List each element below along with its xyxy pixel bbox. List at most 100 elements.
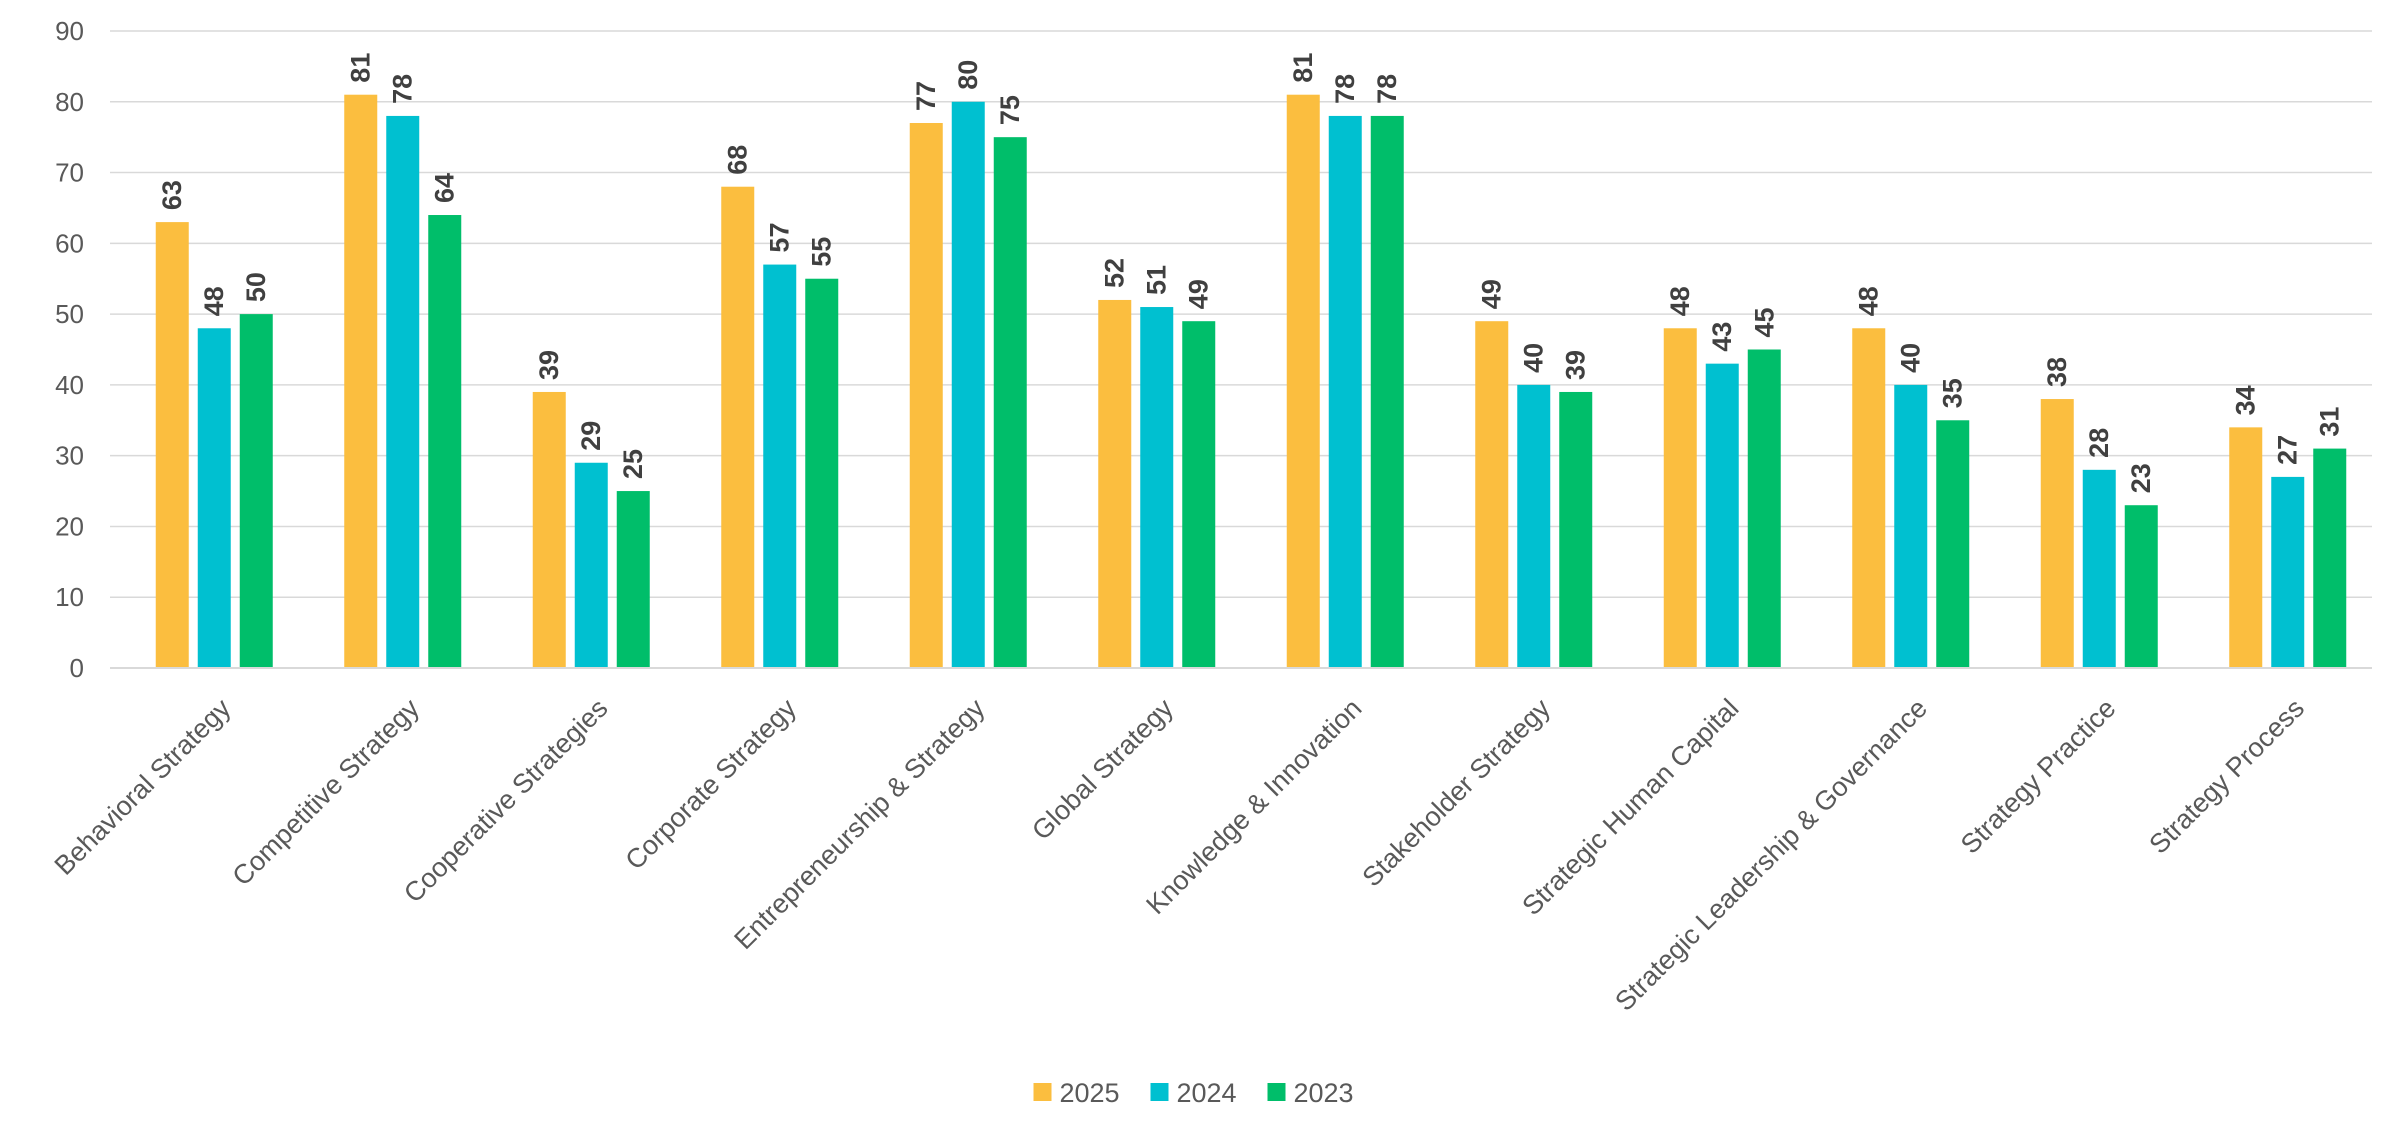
bar-2024-6 [1328,115,1362,668]
bar-2023-5 [1182,321,1216,668]
bar-2023-4 [993,137,1027,668]
data-label-2023-10: 23 [2126,463,2156,493]
category-label: Strategic Human Capital [1516,693,1744,921]
data-label-2023-8: 45 [1749,307,1779,337]
category-label: Knowledge & Innovation [1140,693,1367,920]
category-label: Strategy Process [2143,693,2310,860]
legend-item-2023: 2023 [1267,1078,1354,1108]
bar-2025-11 [2229,427,2263,668]
legend-item-2024: 2024 [1150,1078,1237,1108]
bar-2025-4 [909,123,943,668]
data-label-2024-11: 27 [2273,435,2303,465]
data-label-2024-5: 51 [1142,265,1172,295]
bar-2025-2 [532,391,566,668]
data-label-2025-11: 34 [2231,385,2261,415]
data-label-2025-5: 52 [1100,258,1130,288]
data-label-2025-6: 81 [1288,53,1318,83]
bar-2023-7 [1559,391,1593,668]
data-label-2025-7: 49 [1477,279,1507,309]
bars [155,94,2347,669]
legend-swatch-2024 [1150,1083,1169,1101]
y-axis-ticks: 0 10 20 30 40 50 60 70 80 90 [55,16,84,683]
legend-label-2023: 2023 [1294,1078,1354,1108]
bar-2024-4 [951,101,985,669]
bar-2024-11 [2271,476,2305,668]
bar-2025-0 [155,222,189,668]
bar-2024-9 [1894,384,1928,668]
y-tick-label: 90 [55,16,84,46]
y-tick-label: 20 [55,511,84,541]
bar-2023-2 [616,491,650,668]
data-label-2025-0: 63 [157,180,187,210]
category-label: Strategic Leadership & Governance [1609,693,1933,1017]
bar-2025-5 [1098,299,1132,668]
data-label-2024-2: 29 [576,421,606,451]
data-label-2023-7: 39 [1561,350,1591,380]
bar-2024-8 [1705,363,1739,668]
data-label-2024-7: 40 [1519,343,1549,373]
bar-2024-0 [197,328,231,668]
data-label-2023-11: 31 [2315,407,2345,437]
category-label: Strategy Practice [1955,693,2122,860]
category-label: Behavioral Strategy [49,693,237,881]
bar-2024-7 [1517,384,1551,668]
y-tick-label: 50 [55,299,84,329]
legend-swatch-2023 [1267,1083,1286,1101]
bar-2024-3 [763,264,797,668]
y-tick-label: 40 [55,370,84,400]
category-label: Stakeholder Strategy [1356,693,1556,893]
y-tick-label: 0 [70,653,84,683]
y-tick-label: 30 [55,441,84,471]
data-label-2025-9: 48 [1854,286,1884,316]
bar-2025-3 [721,186,755,668]
data-label-2023-4: 75 [995,95,1025,125]
bar-2023-0 [239,314,273,668]
category-label: Cooperative Strategies [398,693,613,908]
data-label-2023-5: 49 [1184,279,1214,309]
bar-2023-10 [2124,505,2158,668]
data-label-2025-10: 38 [2042,357,2072,387]
y-tick-label: 10 [55,582,84,612]
bar-2025-7 [1475,321,1509,668]
y-tick-label: 80 [55,87,84,117]
data-label-2025-8: 48 [1665,286,1695,316]
data-label-2024-4: 80 [953,60,983,90]
bar-2024-10 [2082,469,2116,668]
bar-2023-3 [805,278,839,668]
bar-2025-8 [1663,328,1697,668]
data-label-2023-9: 35 [1938,378,1968,408]
data-labels: 63 48 50 81 78 64 39 29 25 68 57 55 77 80 75 52 51 49 81 78… [157,53,2345,494]
bar-2023-11 [2313,448,2347,668]
legend: 2025 2024 2023 [1033,1078,1354,1108]
category-label: Corporate Strategy [619,693,802,876]
data-label-2025-4: 77 [911,81,941,111]
y-tick-label: 60 [55,228,84,258]
gridlines [110,30,2372,598]
data-label-2024-6: 78 [1330,74,1360,104]
legend-label-2025: 2025 [1060,1078,1120,1108]
legend-swatch-2025 [1033,1083,1052,1101]
data-label-2024-9: 40 [1896,343,1926,373]
bar-2024-1 [386,115,420,668]
data-label-2024-3: 57 [765,223,795,253]
data-label-2024-10: 28 [2084,428,2114,458]
bar-2025-1 [344,94,378,668]
data-label-2024-0: 48 [199,286,229,316]
data-label-2023-6: 78 [1372,74,1402,104]
bar-2023-8 [1747,349,1781,668]
category-label: Competitive Strategy [227,693,426,892]
data-label-2024-1: 78 [388,74,418,104]
data-label-2023-1: 64 [430,173,460,203]
data-label-2025-2: 39 [534,350,564,380]
data-label-2024-8: 43 [1707,322,1737,352]
bar-2025-6 [1286,94,1320,668]
bar-2023-6 [1370,115,1404,668]
y-tick-label: 70 [55,158,84,188]
bar-2024-2 [574,462,608,668]
bar-2023-9 [1936,420,1970,668]
bar-2024-5 [1140,307,1174,668]
legend-item-2025: 2025 [1033,1078,1120,1108]
